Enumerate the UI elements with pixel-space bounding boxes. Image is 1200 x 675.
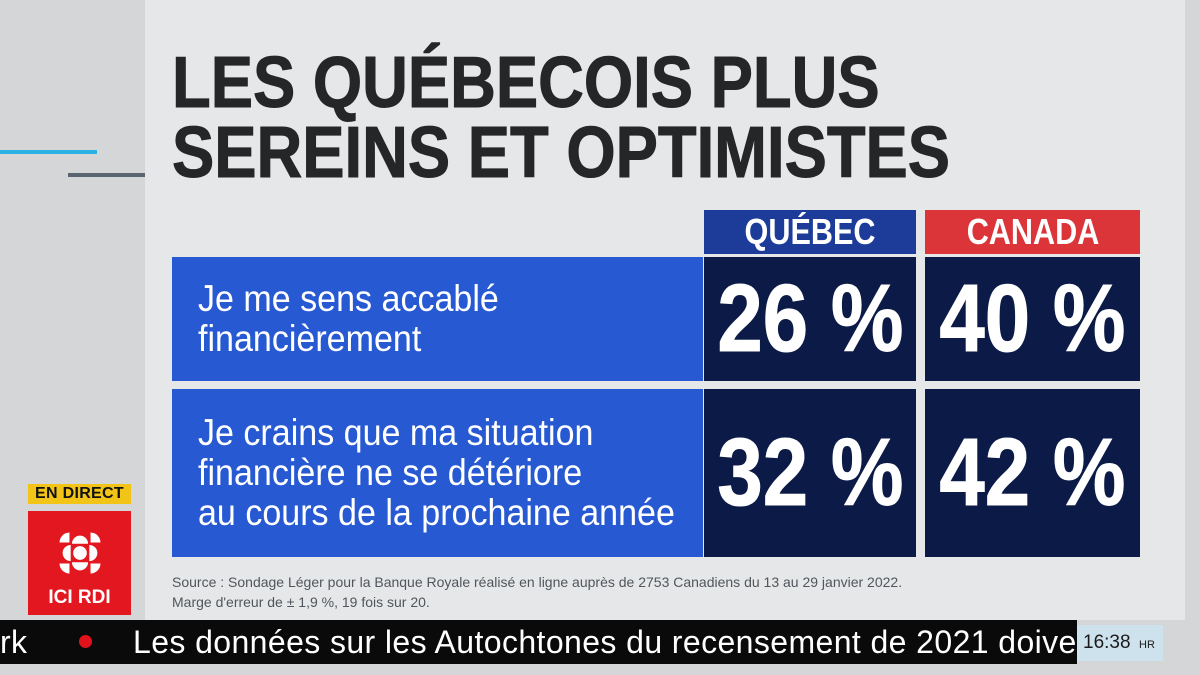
graphic-title: LES QUÉBECOIS PLUS SEREINS ET OPTIMISTES xyxy=(172,43,951,193)
row-2-label-line-2: financière ne se détériore xyxy=(198,452,583,493)
row-2-quebec-cell: 32 % xyxy=(704,389,916,557)
column-header-quebec-label: QUÉBEC xyxy=(744,211,876,252)
red-dot-icon xyxy=(79,635,92,648)
source-note: Source : Sondage Léger pour la Banque Ro… xyxy=(172,572,902,612)
title-line-2: SEREINS ET OPTIMISTES xyxy=(172,113,951,193)
cbc-gem-icon xyxy=(59,532,101,574)
title-line-1: LES QUÉBECOIS PLUS xyxy=(172,43,881,123)
row-1-label-cell: Je me sens accablé financièrement xyxy=(172,257,703,381)
accent-line-cyan xyxy=(0,150,97,154)
clock-suffix: HR xyxy=(1139,639,1155,651)
margin-of-error-line: Marge d'erreur de ± 1,9 %, 19 fois sur 2… xyxy=(172,594,430,610)
row-2-label: Je crains que ma situation financière ne… xyxy=(198,413,675,533)
row-2-label-line-1: Je crains que ma situation xyxy=(198,412,594,453)
row-1-label-line-1: Je me sens accablé xyxy=(198,278,499,319)
source-line: Source : Sondage Léger pour la Banque Ro… xyxy=(172,574,903,590)
row-1-canada-cell: 40 % xyxy=(925,257,1140,381)
row-1-label: Je me sens accablé financièrement xyxy=(198,279,499,359)
row-2-label-line-3: au cours de la prochaine année xyxy=(198,492,675,533)
column-header-quebec: QUÉBEC xyxy=(704,210,916,254)
ticker-previous-fragment: rk xyxy=(0,624,28,660)
row-2-canada-value: 42 % xyxy=(939,419,1126,526)
row-1-quebec-cell: 26 % xyxy=(704,257,916,381)
accent-line-gray xyxy=(68,173,145,177)
column-header-canada: CANADA xyxy=(925,210,1140,254)
column-header-canada-label: CANADA xyxy=(966,211,1099,252)
channel-name: ICI RDI xyxy=(48,587,111,608)
clock-time: 16:38 xyxy=(1083,632,1131,653)
clock: 16:38 HR xyxy=(1077,625,1163,661)
row-1-canada-value: 40 % xyxy=(939,265,1126,372)
channel-bug: ICI RDI xyxy=(28,511,131,615)
ticker-headline: Les données sur les Autochtones du recen… xyxy=(133,624,1077,660)
row-1-quebec-value: 26 % xyxy=(717,265,904,372)
row-1-label-line-2: financièrement xyxy=(198,318,422,359)
row-2-canada-cell: 42 % xyxy=(925,389,1140,557)
row-2-quebec-value: 32 % xyxy=(717,419,904,526)
live-badge: EN DIRECT xyxy=(28,484,131,504)
row-2-label-cell: Je crains que ma situation financière ne… xyxy=(172,389,703,557)
news-ticker: rk Les données sur les Autochtones du re… xyxy=(0,620,1077,664)
